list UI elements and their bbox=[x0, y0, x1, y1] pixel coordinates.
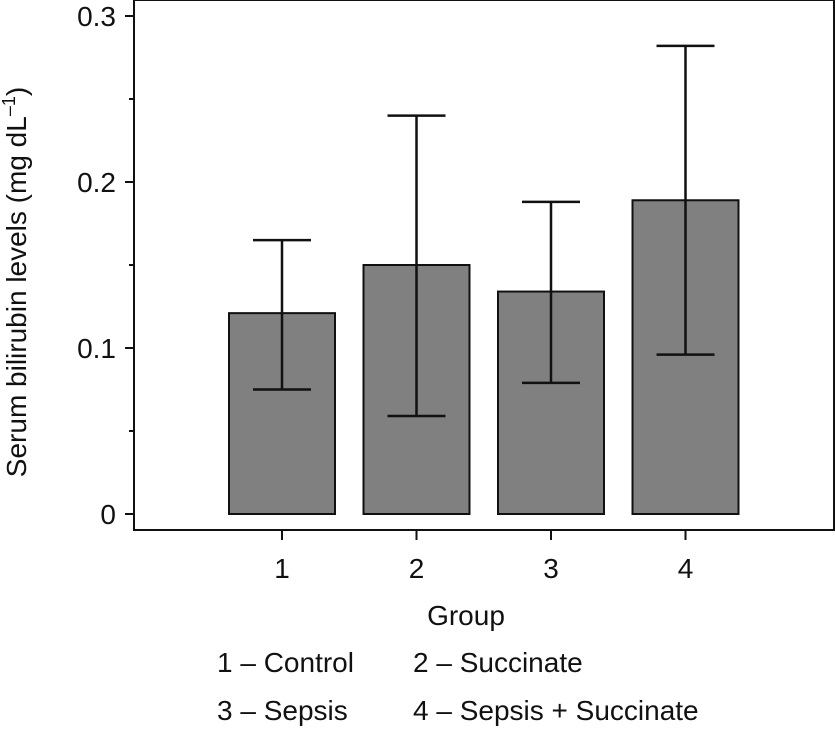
y-tick-label: 0.1 bbox=[77, 333, 116, 364]
y-axis-title-superscript: –1 bbox=[0, 96, 19, 116]
y-tick-label: 0 bbox=[100, 499, 116, 530]
x-axis-title: Group bbox=[427, 600, 505, 631]
x-tick-label: 1 bbox=[274, 553, 290, 584]
y-axis-title-close: ) bbox=[1, 87, 32, 96]
legend-item-2: 2 – Succinate bbox=[413, 647, 583, 678]
y-tick-label: 0.3 bbox=[77, 1, 116, 32]
x-axis: 1 2 3 4 bbox=[274, 530, 693, 584]
x-tick-label: 3 bbox=[543, 553, 559, 584]
legend-item-3: 3 – Sepsis bbox=[217, 695, 348, 726]
legend-item-1: 1 – Control bbox=[217, 647, 354, 678]
x-tick-label: 2 bbox=[409, 553, 425, 584]
legend: 1 – Control 2 – Succinate 3 – Sepsis 4 –… bbox=[217, 647, 699, 726]
y-tick-label: 0.2 bbox=[77, 167, 116, 198]
error-bars bbox=[253, 44, 715, 418]
x-tick-label: 4 bbox=[678, 553, 694, 584]
y-axis-title-main: Serum bilirubin levels (mg dL bbox=[1, 116, 32, 477]
bars bbox=[228, 199, 740, 516]
y-axis: 0 0.1 0.2 0.3 bbox=[77, 1, 134, 530]
legend-item-4: 4 – Sepsis + Succinate bbox=[413, 695, 699, 726]
y-axis-title: Serum bilirubin levels (mg dL–1) bbox=[0, 87, 32, 477]
